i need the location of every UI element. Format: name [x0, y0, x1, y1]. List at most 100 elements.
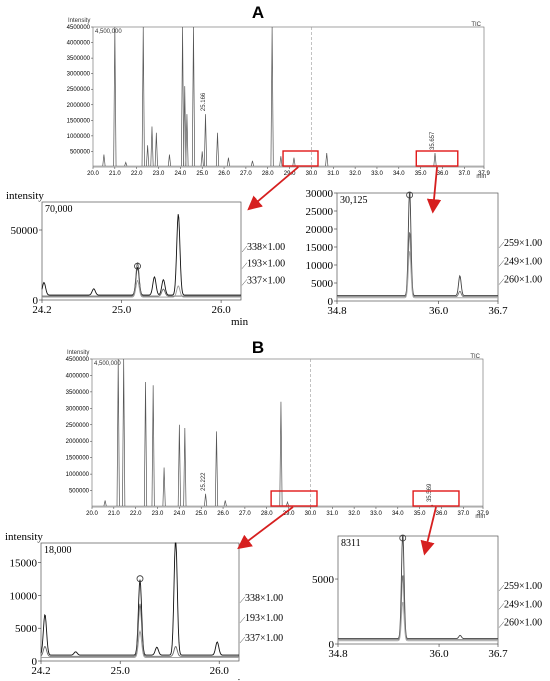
plot-frame [41, 201, 242, 301]
chromatogram-peak [292, 157, 296, 167]
ion-trace [41, 214, 241, 296]
peak-retention-label: 35.657 [430, 131, 436, 150]
x-tick-label: 34.8 [327, 305, 347, 317]
y-tick-label: 0 [33, 295, 39, 307]
x-tick-label: 37.9 [477, 511, 489, 517]
scale-label: 30,125 [340, 195, 368, 206]
chromatogram-peak [215, 132, 220, 167]
x-tick-label: 34.0 [393, 171, 405, 177]
y-tick-label: 3500000 [67, 56, 91, 62]
y-tick-label: 3000000 [66, 406, 90, 412]
chromatogram-peak [116, 358, 120, 507]
tic-chart-a: Intensity 4,500,000 TIC 4500000 4000000 35000… [67, 18, 491, 180]
zoom-chart-b-right: 8311 0 5000 34.8 36.0 36.7 260×1.00 249×1.00 259… [312, 534, 542, 660]
chromatogram-peak [151, 385, 155, 507]
chromatogram-peak [191, 26, 196, 167]
chromatogram-peak [250, 160, 255, 167]
legend-entry: 260×1.00 [504, 618, 542, 629]
x-tick-label: 32.0 [349, 171, 361, 177]
x-tick-label: 22.0 [130, 511, 142, 517]
zoom-chart-a-right: 30,125 0 5000 10000 15000 20000 25000 30000 34.8… [306, 188, 543, 317]
x-tick-label: 36.0 [437, 171, 449, 177]
tic-chart-b: Intensity 4,500,000 TIC 4500000 4000000 35000… [66, 350, 490, 520]
y-tick-label: 2500000 [66, 423, 90, 429]
y-tick-label: 4000000 [66, 373, 90, 379]
legend-leader [241, 279, 248, 286]
chromatogram-peak [122, 358, 126, 507]
x-tick-label: 35.0 [415, 171, 427, 177]
legend-entry: 249×1.00 [504, 256, 542, 267]
chromatogram-peak [150, 126, 154, 167]
x-tick-label: 26.0 [217, 511, 229, 517]
legend-leader [241, 262, 248, 269]
x-tick-label: 36.0 [429, 305, 449, 317]
scale-label: 70,000 [45, 204, 73, 215]
y-tick-label: 4500000 [66, 357, 90, 363]
chromatogram-peak [102, 154, 106, 167]
peak-marker [406, 191, 414, 199]
x-tick-label: 21.0 [108, 511, 120, 517]
peak-retention-label: 25.222 [201, 472, 207, 491]
legend-leader [498, 278, 505, 285]
zoom-arrow [237, 506, 294, 550]
ion-trace [338, 575, 498, 641]
y-tick-label: 25000 [306, 206, 334, 218]
ion-trace [42, 262, 241, 297]
x-tick-label: 33.0 [370, 511, 382, 517]
x-tick-label: 26.0 [218, 171, 230, 177]
chromatogram-peak [279, 401, 283, 507]
highlight-box [282, 150, 319, 167]
legend-leader [239, 596, 246, 603]
zoom-arrow [247, 166, 299, 211]
y-tick-label: 500000 [69, 489, 90, 495]
y-tick-label: 15000 [10, 558, 38, 570]
chromatogram-peak [183, 428, 187, 507]
chromatogram-peak [113, 26, 117, 167]
scale-label: 4,500,000 [94, 361, 121, 367]
scale-label: 4,500,000 [95, 29, 122, 35]
y-tick-label: 5000 [311, 278, 334, 290]
chromatogram-peak [433, 152, 437, 167]
panel-letter-a: A [252, 3, 264, 22]
ion-trace [337, 251, 498, 299]
x-tick-label: 27.0 [240, 171, 252, 177]
y-axis-title: intensity [6, 190, 44, 202]
chromatogram-peak [154, 132, 158, 167]
y-tick-label: 50000 [11, 225, 39, 237]
x-tick-label: 30.0 [306, 171, 318, 177]
legend-entry: 338×1.00 [247, 242, 285, 253]
zoom-arrow [420, 506, 437, 556]
chromatogram-peak [103, 500, 107, 507]
peak-marker [399, 534, 407, 542]
x-unit-label: min [475, 514, 485, 520]
y-axis-title: intensity [5, 531, 43, 543]
y-tick-label: 10000 [10, 590, 38, 602]
legend-leader [498, 621, 505, 628]
chromatogram-peak [183, 86, 187, 167]
chromatogram-peak [279, 156, 283, 167]
x-tick-label: 23.0 [152, 511, 164, 517]
y-tick-label: 20000 [306, 224, 334, 236]
chromatogram-peak [325, 152, 329, 167]
legend-entry: 249×1.00 [504, 599, 542, 610]
y-tick-label: 3500000 [66, 390, 90, 396]
y-tick-label: 1000000 [66, 472, 90, 478]
plot-frame [40, 542, 240, 662]
y-tick-label: 30000 [306, 188, 334, 200]
y-tick-label: 500000 [70, 149, 91, 155]
legend-leader [239, 636, 246, 644]
plot-frame [336, 192, 499, 302]
y-tick-label: 1500000 [67, 118, 91, 124]
x-tick-label: 23.0 [153, 171, 165, 177]
x-tick-label: 36.0 [436, 511, 448, 517]
ion-trace [40, 603, 239, 657]
legend-entry: 338×1.00 [245, 593, 283, 604]
chromatogram-peak [270, 26, 274, 167]
y-tick-label: 2500000 [67, 87, 91, 93]
y-tick-label: 2000000 [67, 103, 91, 109]
x-tick-label: 25.0 [195, 511, 207, 517]
x-tick-label: 32.0 [348, 511, 360, 517]
chromatogram-peak [185, 114, 189, 167]
x-tick-label: 20.0 [86, 511, 98, 517]
x-tick-label: 21.0 [109, 171, 121, 177]
